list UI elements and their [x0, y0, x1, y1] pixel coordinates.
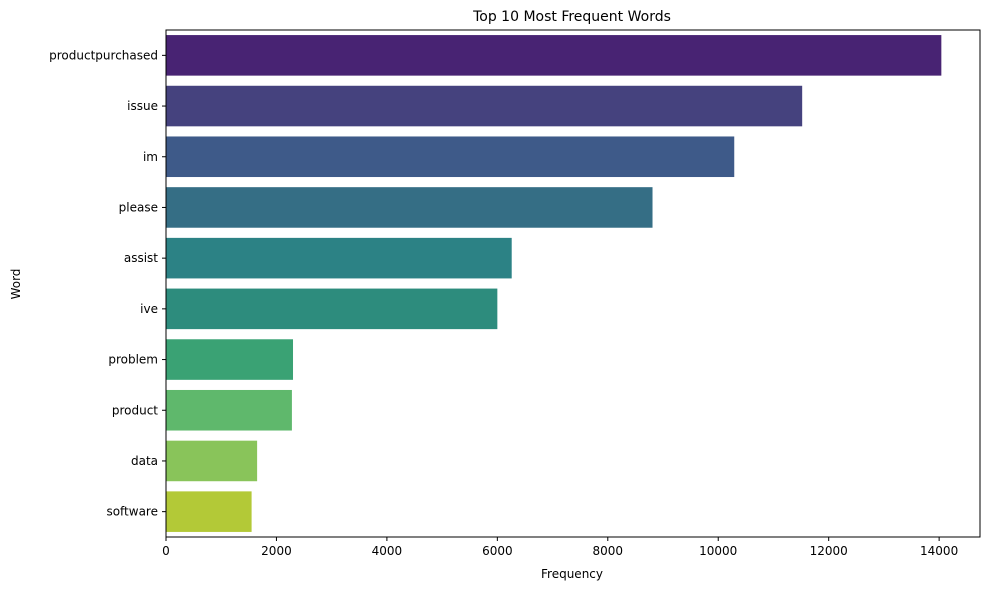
y-tick-label: data	[131, 454, 158, 468]
y-tick-label: software	[106, 505, 158, 519]
bar-software	[166, 491, 252, 532]
bar-productpurchased	[166, 35, 942, 76]
x-tick-label: 2000	[261, 544, 292, 558]
bars-group	[166, 35, 942, 532]
bar-im	[166, 136, 735, 178]
bar-problem	[166, 339, 294, 380]
y-tick-label: productpurchased	[49, 48, 158, 62]
bar-product	[166, 389, 292, 431]
bar-data	[166, 440, 258, 482]
x-tick-label: 14000	[920, 544, 958, 558]
plot-frame	[165, 29, 981, 538]
x-tick-label: 4000	[372, 544, 403, 558]
x-axis-ticks: 0 2000 4000 6000 8000 10000 12000 14000	[162, 537, 958, 558]
x-tick-label: 6000	[482, 544, 513, 558]
bar-please	[166, 187, 653, 228]
x-tick-label: 10000	[699, 544, 737, 558]
y-tick-label: ive	[140, 302, 158, 316]
y-tick-label: issue	[127, 99, 158, 113]
y-tick-label: please	[119, 200, 158, 214]
y-tick-label: problem	[108, 353, 158, 367]
y-axis-ticks: productpurchased issue im please assist ive pr…	[49, 48, 166, 519]
x-tick-label: 0	[162, 544, 170, 558]
x-tick-label: 8000	[593, 544, 624, 558]
y-tick-label: im	[143, 150, 158, 164]
x-axis-label: Frequency	[541, 567, 603, 581]
bar-assist	[166, 237, 512, 279]
y-tick-label: assist	[124, 251, 158, 265]
chart-title: Top 10 Most Frequent Words	[472, 9, 671, 25]
y-axis-label: Word	[9, 269, 23, 300]
bar-issue	[166, 85, 803, 127]
x-tick-label: 12000	[810, 544, 848, 558]
bar-ive	[166, 288, 498, 330]
y-tick-label: product	[112, 403, 158, 417]
